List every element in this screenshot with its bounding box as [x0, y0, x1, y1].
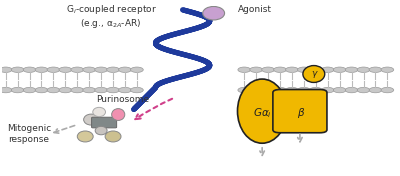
Circle shape [310, 67, 322, 73]
Circle shape [286, 87, 298, 93]
Circle shape [333, 87, 346, 93]
Circle shape [23, 87, 36, 93]
Text: Gα$_i$: Gα$_i$ [253, 106, 272, 120]
Text: γ: γ [311, 69, 316, 78]
Circle shape [95, 87, 108, 93]
Ellipse shape [105, 131, 121, 142]
Text: G$_i$-coupled receptor
(e.g., α$_{2A}$-AR): G$_i$-coupled receptor (e.g., α$_{2A}$-A… [66, 3, 157, 30]
Circle shape [11, 87, 24, 93]
Circle shape [274, 87, 286, 93]
Circle shape [47, 67, 60, 73]
FancyBboxPatch shape [92, 117, 117, 128]
Ellipse shape [238, 79, 287, 143]
Circle shape [119, 87, 131, 93]
Circle shape [369, 87, 382, 93]
Circle shape [238, 67, 251, 73]
Ellipse shape [84, 114, 99, 125]
Circle shape [357, 67, 370, 73]
Text: β: β [297, 108, 303, 118]
Circle shape [250, 67, 262, 73]
Circle shape [321, 67, 334, 73]
Circle shape [369, 67, 382, 73]
Ellipse shape [112, 109, 125, 120]
Ellipse shape [203, 7, 224, 20]
Circle shape [35, 87, 48, 93]
Circle shape [83, 87, 96, 93]
Circle shape [59, 67, 72, 73]
Circle shape [238, 87, 251, 93]
Circle shape [310, 87, 322, 93]
Circle shape [107, 67, 120, 73]
Circle shape [250, 87, 262, 93]
Circle shape [35, 67, 48, 73]
FancyBboxPatch shape [273, 90, 327, 133]
Circle shape [298, 67, 310, 73]
Ellipse shape [77, 131, 93, 142]
Circle shape [119, 67, 131, 73]
Text: Mitogenic
response: Mitogenic response [7, 124, 51, 144]
Circle shape [71, 87, 84, 93]
Ellipse shape [303, 65, 325, 82]
Circle shape [107, 87, 120, 93]
Circle shape [11, 67, 24, 73]
Circle shape [381, 67, 394, 73]
Circle shape [23, 67, 36, 73]
Circle shape [381, 87, 394, 93]
Circle shape [333, 67, 346, 73]
Circle shape [357, 87, 370, 93]
Circle shape [298, 87, 310, 93]
Circle shape [130, 87, 143, 93]
Circle shape [345, 67, 358, 73]
Circle shape [83, 67, 96, 73]
Circle shape [0, 87, 12, 93]
Circle shape [130, 67, 143, 73]
Circle shape [95, 67, 108, 73]
Circle shape [286, 67, 298, 73]
Circle shape [71, 67, 84, 73]
Circle shape [0, 67, 12, 73]
Circle shape [47, 87, 60, 93]
Ellipse shape [93, 107, 106, 117]
Circle shape [345, 87, 358, 93]
Circle shape [262, 87, 274, 93]
Circle shape [262, 67, 274, 73]
Text: Agonist: Agonist [238, 5, 272, 14]
Circle shape [274, 67, 286, 73]
Circle shape [321, 87, 334, 93]
Text: Purinosome: Purinosome [96, 95, 150, 104]
Circle shape [59, 87, 72, 93]
Ellipse shape [95, 126, 107, 135]
